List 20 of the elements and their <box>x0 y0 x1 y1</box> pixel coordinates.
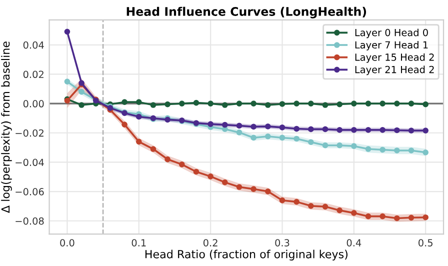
chart-title: Head Influence Curves (LongHealth) <box>126 6 366 18</box>
x-tick-label: 0.4 <box>346 239 362 246</box>
y-tick-label: −0.04 <box>16 158 44 166</box>
x-tick-label: 0.1 <box>132 239 146 246</box>
x-tick-label: 0.3 <box>275 239 290 246</box>
y-axis-title: Δ log(perplexity) from baseline <box>1 42 12 213</box>
x-tick-label: 0.2 <box>203 239 218 246</box>
y-tick-label: −0.02 <box>16 129 44 137</box>
legend-label: Layer 7 Head 1 <box>355 41 428 50</box>
legend-label: Layer 0 Head 0 <box>355 28 428 38</box>
y-tick-label: −0.06 <box>16 188 44 196</box>
y-tick-label: 0.02 <box>23 70 44 78</box>
x-axis-title: Head Ratio (fraction of original keys) <box>145 250 348 260</box>
y-tick-label: −0.08 <box>16 217 44 225</box>
y-tick-label: 0.04 <box>23 41 44 49</box>
legend-label: Layer 15 Head 2 <box>355 53 434 63</box>
x-tick-label: 0.0 <box>60 239 74 246</box>
y-tick-label: 0.00 <box>23 100 44 108</box>
x-tick-label: 0.5 <box>418 239 432 246</box>
legend-label: Layer 21 Head 2 <box>355 66 434 76</box>
